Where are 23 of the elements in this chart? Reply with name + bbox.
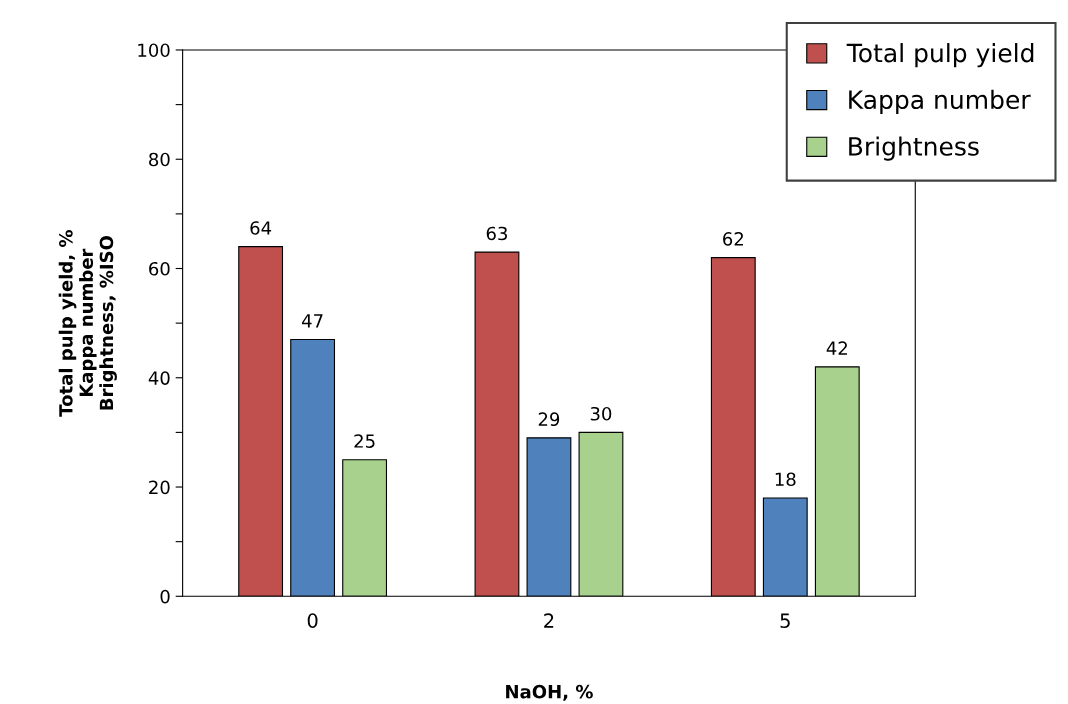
data-label: 64	[250, 221, 272, 235]
y-tick-label: 0	[160, 589, 170, 604]
x-axis-title: NaOH, %	[506, 684, 593, 701]
y-tick-label: 20	[149, 480, 170, 495]
legend-label: Kappa number	[849, 89, 1031, 114]
x-tick-label: 2	[544, 613, 554, 628]
data-label: 62	[723, 232, 743, 246]
data-label: 30	[590, 406, 612, 421]
legend-label: Brightness	[849, 136, 979, 161]
y-axis-title: Total pulp yield, % Kappa number Brightness, %ISO	[58, 230, 117, 417]
data-label: 18	[775, 472, 796, 487]
y-tick-label: 60	[149, 261, 170, 276]
data-label: 47	[302, 314, 323, 328]
data-label: 29	[538, 412, 560, 427]
y-tick-label: 80	[149, 152, 170, 167]
x-tick-label: 5	[780, 613, 790, 629]
data-label: 25	[354, 434, 375, 448]
legend-label: Total pulp yield	[846, 43, 1034, 68]
x-tick-label: 0	[307, 613, 318, 629]
data-label: 63	[486, 226, 507, 241]
y-tick-label: 40	[148, 371, 170, 385]
y-tick-label: 100	[138, 43, 170, 58]
data-label: 42	[826, 341, 847, 355]
